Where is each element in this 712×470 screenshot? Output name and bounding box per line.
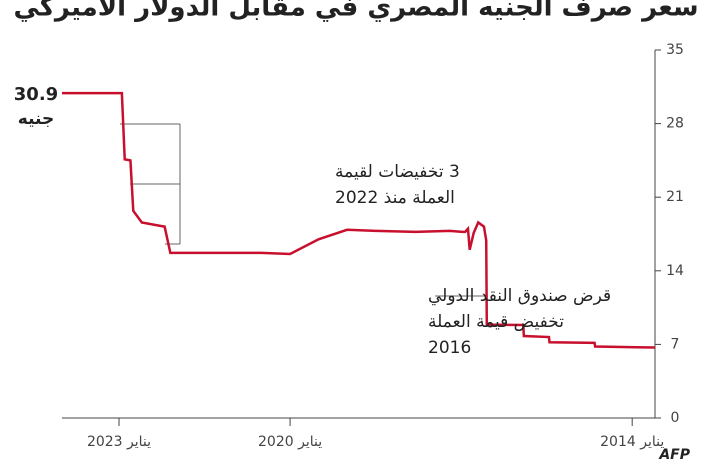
annotation: تخفيض قيمة العملة: [428, 312, 564, 332]
y-tick-label: 14: [666, 263, 684, 279]
y-tick-label: 35: [666, 42, 684, 58]
current-value: 30.9: [14, 84, 58, 105]
annotation: 2016: [428, 338, 471, 358]
y-tick-label: 28: [666, 116, 684, 132]
source: AFP: [658, 447, 690, 463]
bracket: [120, 123, 487, 297]
chart-title: سعر صرف الجنيه المصري في مقابل الدولار ا…: [13, 0, 698, 23]
line-series: [62, 91, 656, 349]
annotation: قرض صندوق النقد الدولي: [428, 286, 611, 306]
x-tick-label: يناير 2014: [600, 434, 664, 450]
y-tick-label: 0: [671, 410, 680, 426]
x-tick-label: يناير 2023: [87, 434, 151, 450]
x-tick-label: يناير 2020: [258, 434, 322, 450]
unit-label: جنيه: [18, 109, 54, 129]
annotation: العملة منذ 2022: [335, 188, 455, 208]
y-tick-label: 21: [666, 189, 684, 205]
annotation: 3 تخفيضات لقيمة: [335, 162, 460, 182]
y-tick-label: 7: [671, 336, 680, 352]
